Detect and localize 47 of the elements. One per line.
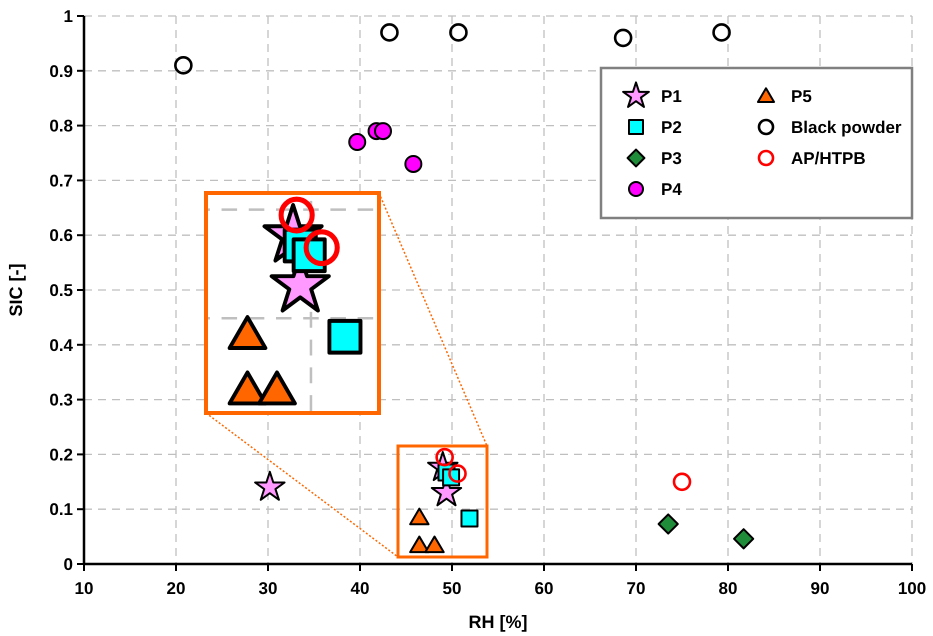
point [658,513,679,535]
y-axis-title: SIC [-] [6,264,26,316]
point [672,472,692,492]
y-tick-label: 0.6 [49,226,73,246]
point [733,528,754,550]
x-axis-title: RH [%] [468,612,528,632]
point [348,133,366,152]
y-tick-label: 1 [64,7,73,26]
point [448,464,467,483]
x-tick-label: 60 [534,579,554,598]
legend-label: P2 [661,118,682,137]
legend-label: P5 [791,87,812,106]
x-tick-label: 80 [718,579,738,598]
x-tick-label: 70 [626,579,646,598]
legend-label: AP/HTPB [791,149,866,168]
x-tick-label: 10 [74,579,94,598]
x-tick-label: 100 [898,579,926,598]
x-tick-label: 20 [166,579,186,598]
point [404,154,422,173]
legend-label: P1 [661,87,682,106]
point [460,510,478,528]
point [374,122,392,140]
y-tick-label: 0 [64,555,73,574]
y-tick-label: 0.8 [49,116,73,136]
x-tick-label: 90 [810,579,830,598]
y-tick-label: 0.2 [49,445,73,464]
point [254,470,286,501]
legend-label: P3 [661,149,682,168]
point [409,536,430,554]
point [409,508,430,526]
point [424,536,445,554]
point [712,23,731,42]
y-tick-label: 0.9 [49,62,73,81]
y-tick-label: 0.5 [49,281,73,300]
point [174,56,193,75]
legend-label: P4 [661,180,682,199]
y-tick-label: 0.3 [49,390,73,410]
point [449,23,468,42]
point [614,28,632,48]
legend-label: Black powder [791,118,902,137]
y-tick-label: 0.4 [49,336,74,355]
x-tick-label: 50 [442,579,462,598]
x-tick-label: 40 [350,579,370,598]
y-tick-label: 0.1 [49,500,73,520]
point [380,23,399,42]
x-tick-label: 30 [258,579,278,598]
y-tick-label: 0.7 [49,171,73,190]
